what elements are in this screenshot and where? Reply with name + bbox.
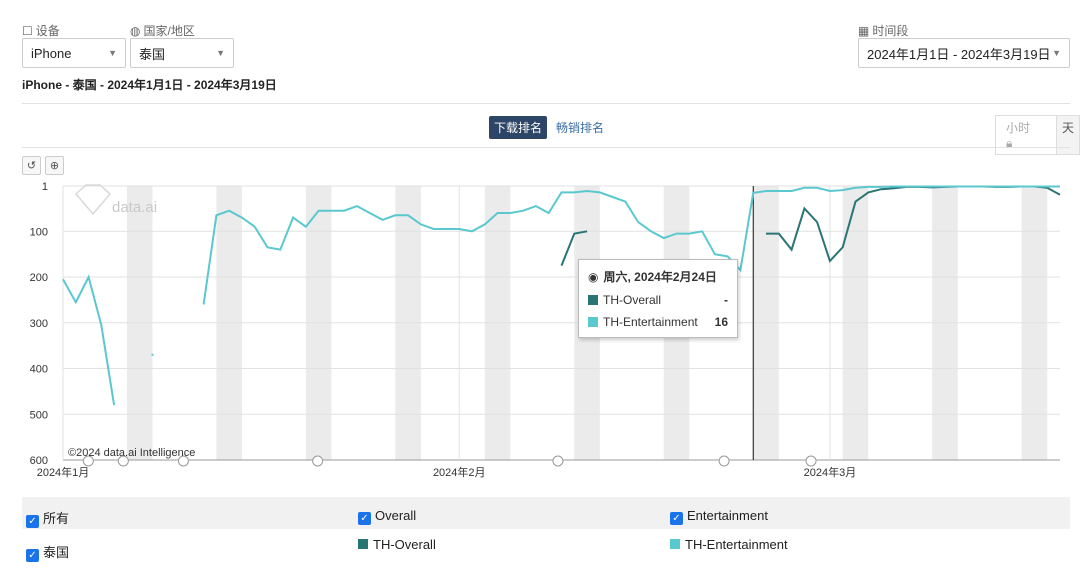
diamond-logo-icon: [74, 184, 112, 216]
undo-icon: ↺: [26, 160, 37, 172]
checkbox-checked-icon: ✓: [26, 515, 39, 528]
divider: [22, 147, 1070, 148]
checkbox-checked-icon: ✓: [26, 549, 39, 562]
period-label: ▦ 时间段: [858, 23, 909, 39]
legend-country[interactable]: ✓ 泰国: [26, 542, 69, 562]
y-tick-label: 1: [42, 181, 48, 193]
device-label: ☐ 设备: [22, 23, 60, 39]
country-label: ◍ 国家/地区: [130, 23, 195, 39]
series-line-th-entertainment: [62, 274, 116, 406]
rank-tabs: 下载排名 畅销排名: [489, 116, 609, 139]
device-select[interactable]: iPhone ▼: [22, 38, 126, 68]
zoom-button[interactable]: ⊕: [45, 156, 64, 175]
legend-header: [22, 497, 1070, 529]
tab-grossing-rank[interactable]: 畅销排名: [556, 121, 605, 135]
checkbox-checked-icon: ✓: [670, 512, 683, 525]
hour-button[interactable]: 小时 🔒︎: [996, 116, 1056, 154]
chart-subtitle: iPhone - 泰国 - 2024年1月1日 - 2024年3月19日: [22, 78, 277, 92]
y-tick-label: 600: [30, 455, 48, 467]
legend-entertainment[interactable]: ✓ Entertainment: [670, 508, 768, 525]
tooltip-row: TH-Overall -: [588, 293, 728, 307]
x-tick-label: 2024年2月: [433, 465, 486, 479]
event-marker-icon[interactable]: [718, 455, 730, 467]
period-select[interactable]: 2024年1月1日 - 2024年3月19日 ▼: [858, 38, 1070, 68]
x-tick-label: 2024年1月: [37, 465, 90, 479]
y-tick-label: 300: [30, 318, 48, 330]
calendar-icon: ▦: [858, 23, 870, 38]
country-select[interactable]: 泰国 ▼: [130, 38, 234, 68]
legend-th-overall[interactable]: TH-Overall: [358, 537, 436, 552]
tooltip-date: 周六, 2024年2月24日: [603, 270, 717, 284]
reset-zoom-button[interactable]: ↺: [22, 156, 41, 175]
chevron-down-icon: ▼: [216, 48, 225, 58]
event-marker-icon[interactable]: [552, 455, 564, 467]
legend-all[interactable]: ✓ 所有: [26, 508, 69, 528]
copyright: ©2024 data.ai Intelligence: [68, 447, 195, 459]
globe-icon: ◉: [588, 269, 599, 284]
rank-chart: 1 100 200 300 400 500 600 2024年1月 2024年2月 2024年3…: [30, 181, 1061, 479]
legend-th-entertainment[interactable]: TH-Entertainment: [670, 537, 788, 552]
granularity-toggle: 小时 🔒︎ 天: [995, 115, 1080, 155]
globe-icon: ◍: [130, 23, 141, 38]
checkbox-checked-icon: ✓: [358, 512, 371, 525]
chart-tooltip: ◉ 周六, 2024年2月24日 TH-Overall - TH-Enterta…: [578, 259, 738, 338]
swatch-overall: [358, 539, 368, 549]
y-tick-label: 500: [30, 409, 48, 421]
event-marker-icon[interactable]: [312, 455, 324, 467]
divider: [22, 103, 1070, 104]
chevron-down-icon: ▼: [1052, 48, 1061, 58]
y-tick-label: 200: [30, 272, 48, 284]
tab-download-rank[interactable]: 下载排名: [489, 116, 548, 139]
watermark-text: data.ai: [112, 199, 157, 216]
event-marker-icon[interactable]: [805, 455, 817, 467]
device-icon: ☐: [22, 23, 33, 38]
swatch-entertainment: [588, 317, 598, 327]
zoom-in-icon: ⊕: [49, 160, 60, 172]
legend-overall[interactable]: ✓ Overall: [358, 508, 416, 525]
tooltip-row: TH-Entertainment 16: [588, 315, 728, 329]
y-tick-label: 100: [30, 226, 48, 238]
event-marker-icon[interactable]: [117, 455, 129, 467]
day-button[interactable]: 天: [1055, 116, 1079, 154]
series-line-th-overall: [560, 230, 588, 266]
y-tick-label: 400: [30, 364, 48, 376]
chevron-down-icon: ▼: [108, 48, 117, 58]
data-ai-watermark: data.ai: [74, 184, 157, 216]
lock-icon: 🔒︎: [1006, 136, 1013, 150]
series-line-th-entertainment: [202, 185, 1060, 305]
event-marker-icon[interactable]: [82, 455, 94, 467]
x-tick-label: 2024年3月: [804, 465, 857, 479]
swatch-entertainment: [670, 539, 680, 549]
series-line-th-overall: [766, 185, 1061, 263]
swatch-overall: [588, 295, 598, 305]
event-marker-icon[interactable]: [177, 455, 189, 467]
